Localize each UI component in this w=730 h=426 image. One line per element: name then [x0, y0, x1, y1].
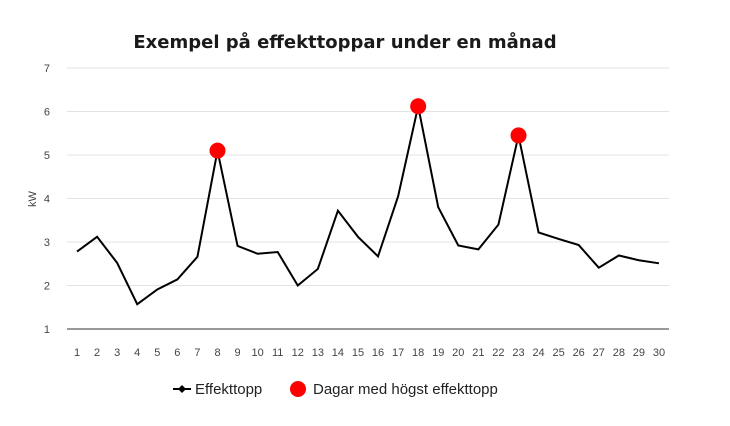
x-tick-label: 29: [633, 347, 645, 359]
x-tick-label: 9: [235, 347, 241, 359]
y-axis-ticks: 1 2 3 4 5 6 7: [44, 63, 50, 336]
y-tick-label: 5: [44, 150, 50, 162]
x-tick-label: 1: [74, 347, 80, 359]
y-tick-label: 7: [44, 63, 50, 75]
x-tick-label: 11: [272, 347, 283, 359]
peak-marker: [410, 98, 427, 115]
x-tick-label: 25: [553, 347, 565, 359]
x-tick-label: 19: [432, 347, 444, 359]
y-tick-label: 3: [44, 237, 50, 249]
x-tick-label: 6: [174, 347, 180, 359]
grid: [67, 67, 669, 286]
x-tick-label: 17: [392, 347, 404, 359]
y-tick-label: 4: [44, 194, 50, 206]
x-tick-label: 27: [593, 347, 605, 359]
x-tick-label: 18: [412, 347, 424, 359]
x-tick-label: 30: [653, 347, 665, 359]
x-tick-label: 23: [512, 347, 524, 359]
x-tick-label: 16: [372, 347, 384, 359]
legend-item-peaks: Dagar med högst effekttopp: [290, 381, 498, 398]
y-tick-label: 2: [44, 281, 50, 293]
x-tick-label: 15: [352, 347, 364, 359]
series-line-effekttopp: [76, 106, 660, 306]
x-tick-label: 21: [472, 347, 484, 359]
x-tick-label: 13: [312, 347, 324, 359]
y-tick-label: 6: [44, 107, 50, 119]
x-axis-ticks: 1 2 3 4 5 6 7 8 9 10 11 12 13 14 15 16 17 18 19 20 21 22 23 24 2…: [74, 347, 665, 359]
legend: Effekttopp Dagar med högst effekttopp: [173, 381, 498, 398]
x-tick-label: 28: [613, 347, 625, 359]
x-tick-label: 12: [292, 347, 304, 359]
x-tick-label: 26: [573, 347, 585, 359]
legend-diamond-marker: [178, 385, 186, 393]
peak-marker: [510, 127, 527, 144]
chart-title: Exempel på effekttoppar under en månad: [133, 31, 556, 53]
legend-label-effekttopp: Effekttopp: [195, 381, 262, 398]
x-tick-label: 14: [332, 347, 344, 359]
y-axis-label: kW: [27, 190, 39, 207]
legend-circle-swatch: [290, 381, 306, 397]
x-tick-label: 7: [194, 347, 200, 359]
x-tick-label: 3: [114, 347, 120, 359]
peak-markers: [209, 98, 527, 159]
x-tick-label: 24: [532, 347, 544, 359]
x-tick-label: 4: [134, 347, 140, 359]
y-tick-label: 1: [44, 324, 50, 336]
legend-label-peaks: Dagar med högst effekttopp: [313, 381, 498, 398]
x-tick-label: 22: [492, 347, 504, 359]
x-tick-label: 2: [94, 347, 100, 359]
legend-item-effekttopp: Effekttopp: [173, 381, 262, 398]
x-tick-label: 10: [252, 347, 264, 359]
peak-marker: [209, 142, 226, 159]
x-tick-label: 8: [214, 347, 220, 359]
x-tick-label: 20: [452, 347, 464, 359]
x-tick-label: 5: [154, 347, 160, 359]
